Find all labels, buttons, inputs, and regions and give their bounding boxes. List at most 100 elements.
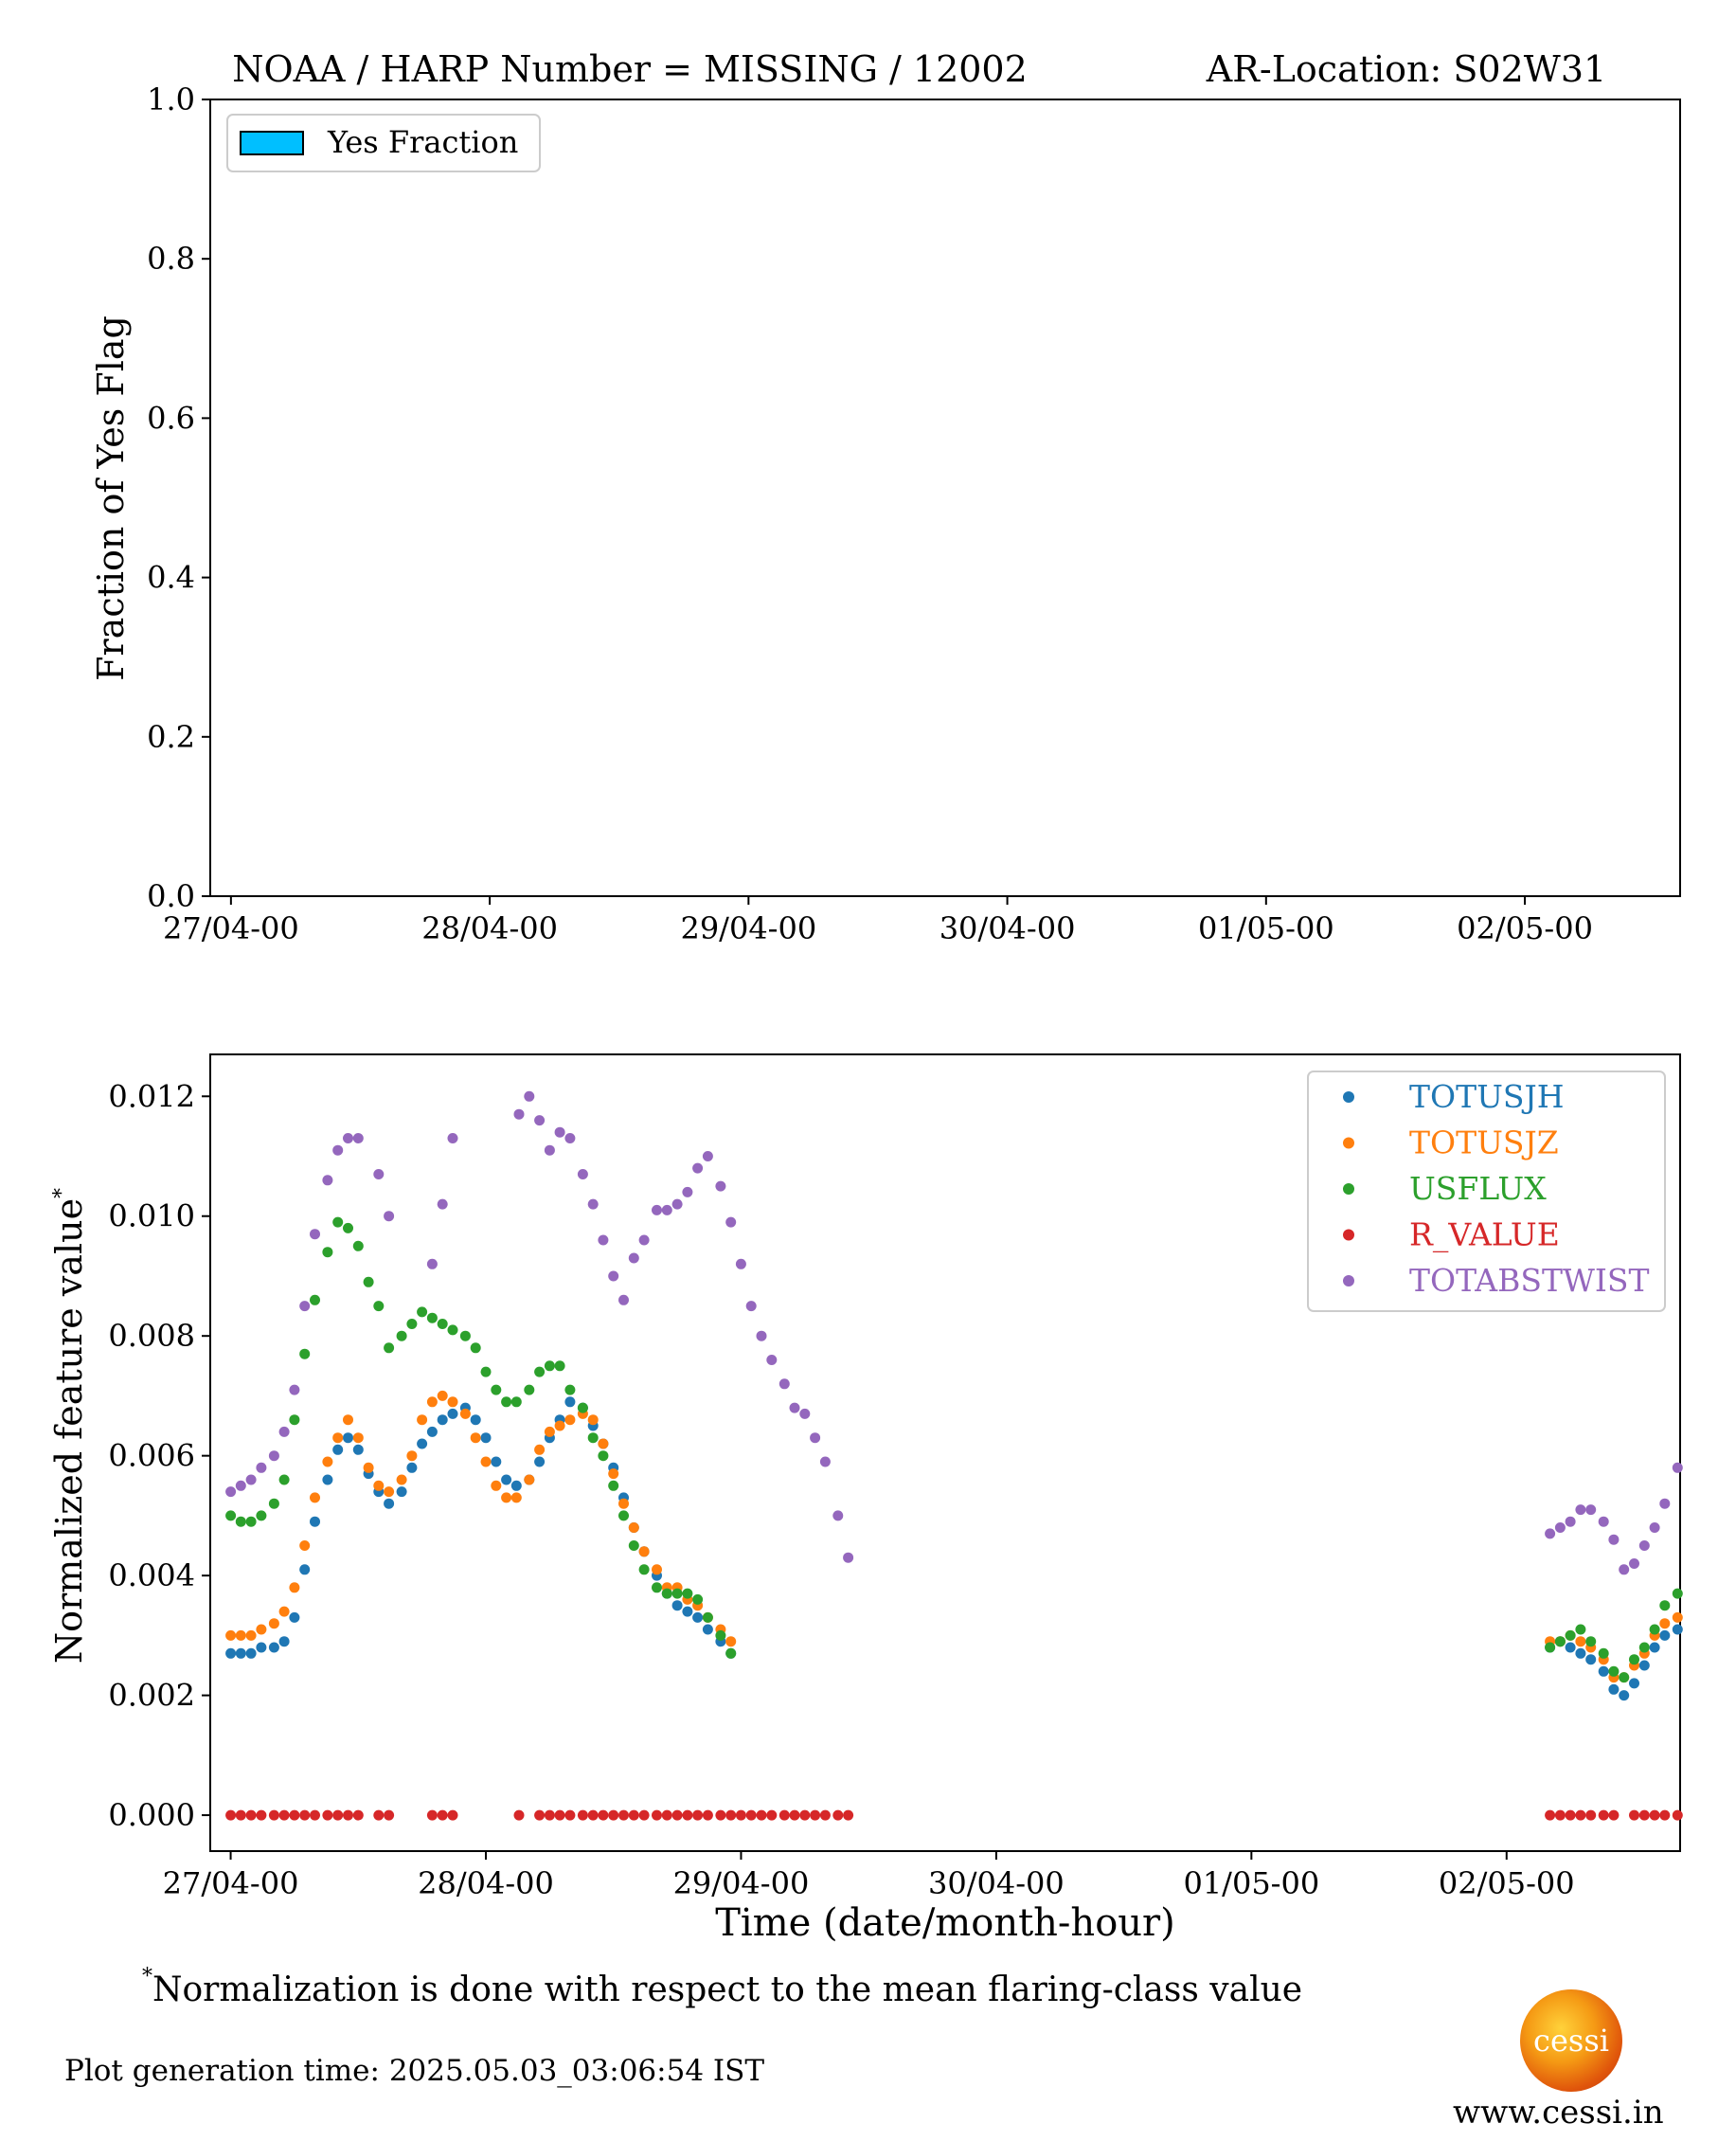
- y-tick-label: 0.000: [108, 1797, 195, 1833]
- totusjz-point: [587, 1414, 599, 1426]
- totabstwist-point: [384, 1211, 395, 1222]
- totabstwist-point: [1649, 1522, 1660, 1533]
- r-value-point: [1565, 1809, 1576, 1821]
- totusjz-point: [544, 1426, 555, 1437]
- totusjh-point: [692, 1611, 704, 1623]
- legend-label-usflux: USFLUX: [1409, 1170, 1547, 1207]
- totabstwist-point: [256, 1462, 267, 1473]
- totabstwist-point: [310, 1229, 320, 1240]
- totusjh-point: [268, 1642, 279, 1653]
- totabstwist-point: [235, 1480, 246, 1491]
- totabstwist-point: [766, 1355, 778, 1365]
- totusjh-point: [384, 1498, 395, 1509]
- r-value-point: [1575, 1809, 1586, 1821]
- usflux-point: [715, 1629, 726, 1641]
- totusjz-point: [332, 1432, 344, 1444]
- r-value-point: [608, 1809, 619, 1821]
- usflux-point: [322, 1247, 333, 1258]
- r-value-point: [235, 1809, 246, 1821]
- totabstwist-point: [810, 1432, 821, 1444]
- totusjh-point: [426, 1426, 438, 1437]
- totabstwist-point: [832, 1510, 844, 1521]
- totabstwist-point: [587, 1198, 599, 1210]
- totabstwist-point: [702, 1151, 713, 1161]
- y-tick-label: 0.004: [108, 1557, 195, 1593]
- usflux-point: [459, 1330, 471, 1341]
- totabstwist-point: [661, 1204, 672, 1215]
- usflux-point: [638, 1564, 650, 1575]
- totabstwist-point: [577, 1169, 588, 1179]
- usflux-point: [577, 1402, 588, 1413]
- totusjz-point: [225, 1629, 237, 1641]
- totusjh-point: [1659, 1629, 1671, 1641]
- r-value-point: [268, 1809, 279, 1821]
- usflux-point: [299, 1348, 311, 1359]
- plot-generation-time: Plot generation time: 2025.05.03_03:06:5…: [64, 2054, 765, 2088]
- r-value-point: [735, 1809, 746, 1821]
- totabstwist-point: [299, 1301, 311, 1312]
- totusjh-point: [470, 1414, 481, 1426]
- totusjh-point: [235, 1647, 246, 1659]
- totabstwist-point: [1629, 1558, 1639, 1569]
- usflux-point: [491, 1384, 502, 1395]
- website-link[interactable]: www.cessi.in: [1453, 2094, 1664, 2132]
- totabstwist-point: [682, 1186, 693, 1197]
- totabstwist-point: [373, 1169, 385, 1179]
- usflux-point: [544, 1360, 555, 1372]
- bottom-panel: 0.000 0.002 0.004 0.006 0.008 0.010 0.012 27/0…: [48, 1053, 1683, 1945]
- totusjz-point: [384, 1486, 395, 1498]
- totusjh-point: [1629, 1678, 1639, 1689]
- r-value-point: [692, 1809, 704, 1821]
- totabstwist-point: [618, 1294, 629, 1305]
- r-value-point: [652, 1809, 662, 1821]
- totabstwist-point: [343, 1133, 353, 1143]
- totusjh-point: [534, 1456, 546, 1467]
- totabstwist-point: [322, 1175, 333, 1186]
- r-value-point: [618, 1809, 629, 1821]
- y-tick-label: 0.6: [147, 400, 195, 436]
- totusjz-point: [618, 1498, 629, 1509]
- totusjz-point: [406, 1450, 418, 1462]
- x-tick-label: 02/05-00: [1457, 910, 1593, 946]
- r-value-point: [638, 1809, 650, 1821]
- totabstwist-point: [598, 1234, 609, 1246]
- bottom-x-ticks: 27/04-00 28/04-00 29/04-00 30/04-00 01/05-00…: [163, 1851, 1575, 1901]
- usflux-point: [628, 1540, 639, 1551]
- totusjh-point: [278, 1636, 290, 1647]
- yes-fraction-swatch: [240, 131, 304, 155]
- totusjz-point: [652, 1564, 662, 1575]
- totusjh-point: [299, 1564, 311, 1575]
- top-title-left: NOAA / HARP Number = MISSING / 12002: [232, 48, 1028, 90]
- totabstwist-point: [715, 1180, 726, 1192]
- totusjh-point: [501, 1474, 512, 1485]
- usflux-point: [225, 1510, 237, 1521]
- usflux-point: [256, 1510, 267, 1521]
- totusjz-point: [343, 1414, 353, 1426]
- x-tick-label: 01/05-00: [1183, 1865, 1319, 1901]
- r-value-point: [564, 1809, 576, 1821]
- usflux-point: [618, 1510, 629, 1521]
- r-value-point: [779, 1809, 790, 1821]
- totusjz-point: [554, 1420, 565, 1431]
- totabstwist-point: [671, 1198, 683, 1210]
- usflux-point: [1608, 1665, 1620, 1677]
- usflux-point: [608, 1480, 619, 1491]
- totusjz-point: [447, 1396, 458, 1408]
- bottom-y-axis-label: Normalized feature value*: [48, 1188, 90, 1664]
- bottom-y-axis-label-star: *: [50, 1188, 74, 1198]
- totabstwist-point: [789, 1402, 800, 1413]
- totabstwist-point: [352, 1133, 364, 1143]
- totusjh-point: [510, 1480, 522, 1491]
- totusjz-point: [310, 1492, 320, 1503]
- legend-box: [1307, 1070, 1666, 1312]
- top-plot-frame: [209, 99, 1681, 897]
- usflux-point: [587, 1432, 599, 1444]
- usflux-point: [343, 1222, 353, 1233]
- scatter-points: [225, 1090, 1683, 1821]
- usflux-point: [1619, 1672, 1630, 1683]
- totusjz-point: [256, 1624, 267, 1635]
- totusjz-point: [534, 1444, 546, 1455]
- totabstwist-point: [1638, 1540, 1650, 1551]
- totabstwist-point: [268, 1450, 279, 1462]
- x-tick-label: 27/04-00: [163, 1865, 299, 1901]
